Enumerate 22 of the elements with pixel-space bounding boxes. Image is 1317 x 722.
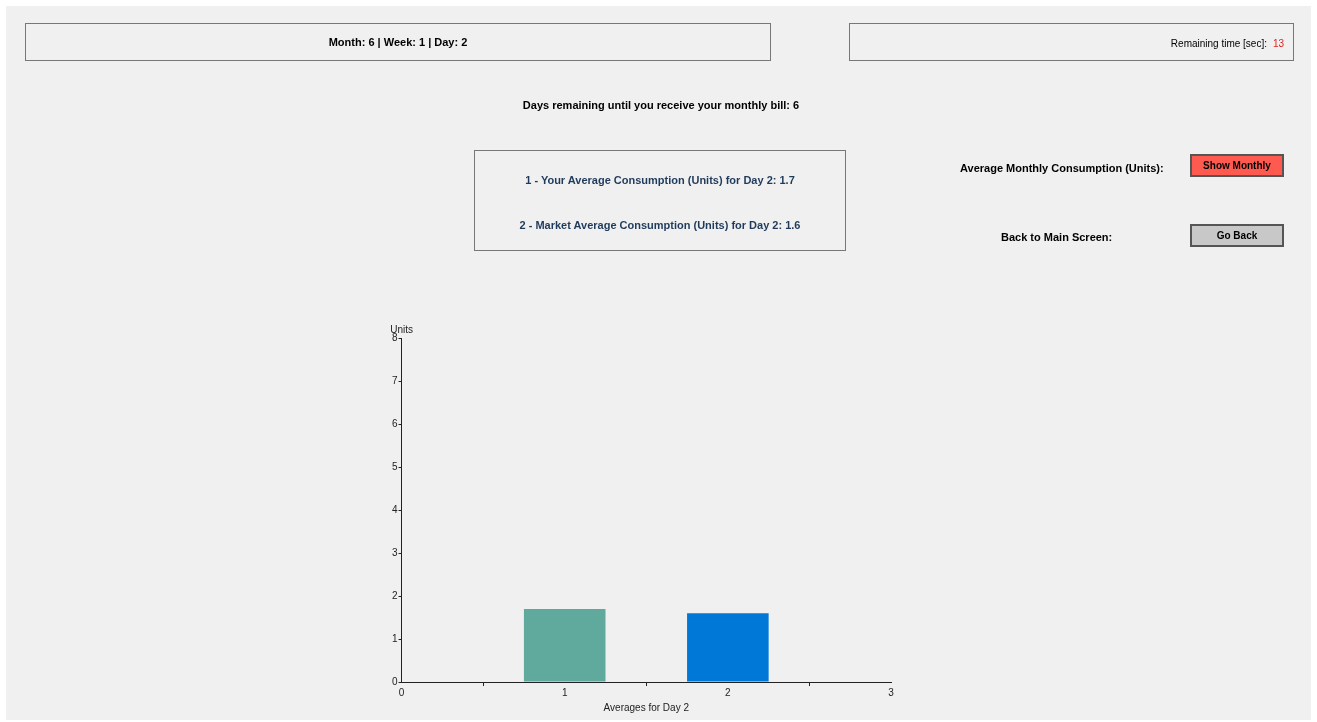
y-tick-label: 6 (392, 417, 398, 429)
text: Month: 6 | Week: 1 | Day: 2 (327, 36, 469, 48)
text: Remaining time [sec]: (1170, 38, 1267, 49)
text: 2 - Market Average Consumption (Units) for Day 2: 1.6 (518, 219, 802, 231)
y-tick-label: 0 (392, 675, 398, 687)
y-tick-label: 3 (392, 546, 398, 558)
text: Days remaining until you receive your monthly bill: 6 (521, 99, 801, 111)
show-monthly-button[interactable]: Show Monthly (1190, 154, 1284, 177)
x-tick-label: 3 (888, 686, 895, 698)
go-back-button[interactable]: Go Back (1190, 224, 1284, 247)
x-tick-label: 1 (561, 686, 568, 698)
text: 1 - Your Average Consumption (Units) for Day 2: 1.7 (524, 174, 796, 186)
text: 13 (1273, 38, 1285, 49)
text: Back to Main Screen: (1001, 231, 1113, 243)
y-tick-label: 2 (392, 589, 398, 601)
y-tick-label: 1 (392, 632, 398, 644)
x-axis-title: Averages for Day 2 (603, 701, 690, 713)
y-tick-label: 5 (392, 460, 398, 472)
text: Average Monthly Consumption (Units): (960, 162, 1164, 174)
y-tick-label: 7 (392, 374, 398, 386)
x-tick-label: 2 (725, 686, 732, 698)
y-tick-label: 4 (392, 503, 398, 515)
